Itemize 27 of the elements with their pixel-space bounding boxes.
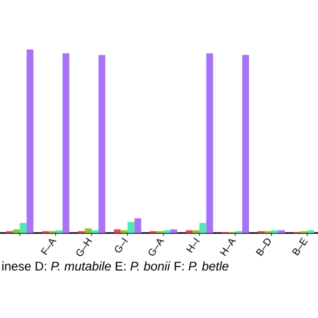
x-tick-label: F–A	[40, 239, 56, 256]
x-tick-label: G–A	[148, 239, 164, 256]
bar	[114, 229, 121, 233]
bar	[192, 230, 200, 233]
bar	[163, 230, 170, 233]
bar	[62, 53, 70, 233]
bar	[307, 230, 314, 233]
bar	[199, 222, 206, 233]
bar	[56, 230, 63, 233]
text: inese D: P. mutabile E: P. bonii F: P. betle	[2, 261, 228, 271]
bar	[26, 50, 34, 233]
bar	[92, 230, 98, 233]
bar	[98, 55, 106, 233]
bar	[170, 229, 178, 233]
bar	[186, 230, 193, 233]
bar	[271, 230, 278, 233]
bar	[134, 218, 142, 233]
bar	[20, 222, 27, 233]
x-tick-label: H–I	[186, 238, 200, 253]
bar	[206, 53, 214, 233]
bar	[278, 230, 285, 233]
bar	[242, 55, 250, 233]
x-tick-label: G–I	[114, 238, 128, 252]
bar	[84, 228, 92, 233]
bar	[12, 229, 20, 233]
bar	[128, 222, 134, 233]
bar	[120, 230, 128, 233]
